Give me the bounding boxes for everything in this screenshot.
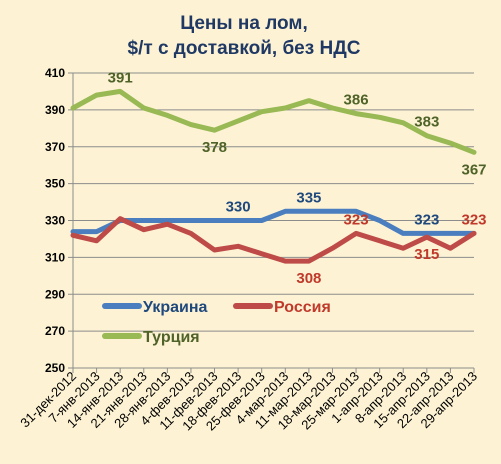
data-label: 308 xyxy=(296,270,321,287)
legend: Украина Россия Турция xyxy=(102,299,331,346)
y-tick-label: 370 xyxy=(45,140,65,154)
data-point xyxy=(143,229,145,231)
data-label: 386 xyxy=(344,92,369,109)
data-point xyxy=(426,232,428,234)
y-tick-label: 310 xyxy=(45,250,65,264)
data-point xyxy=(355,113,357,115)
data-point xyxy=(214,249,216,251)
series-line-0 xyxy=(70,208,477,236)
data-point xyxy=(284,107,286,109)
data-label: 378 xyxy=(202,139,227,156)
data-label: 330 xyxy=(226,199,251,216)
data-point xyxy=(72,107,74,109)
series-line-2 xyxy=(70,88,477,155)
data-point xyxy=(237,220,239,221)
data-point xyxy=(402,122,404,124)
data-point xyxy=(449,247,451,249)
data-point xyxy=(190,232,192,234)
data-point xyxy=(473,151,475,153)
data-point xyxy=(449,232,451,234)
data-point xyxy=(402,232,404,234)
data-point xyxy=(355,232,357,234)
data-point xyxy=(72,234,74,236)
data-label: 323 xyxy=(414,211,439,228)
chart-title-line-1: Цены на лом, xyxy=(180,13,308,34)
y-axis-ticks: 250 270 290 310 330 350 370 390 410 xyxy=(45,66,65,375)
legend-label: Россия xyxy=(274,299,331,316)
data-point xyxy=(166,220,168,221)
data-point xyxy=(96,240,98,242)
legend-label: Турция xyxy=(143,329,200,346)
chart-title-line-2: $/т с доставкой, без НДС xyxy=(128,38,361,59)
data-point xyxy=(119,90,121,92)
data-point xyxy=(308,210,310,212)
data-point xyxy=(190,124,192,126)
y-tick-label: 330 xyxy=(45,214,65,228)
data-label: 323 xyxy=(344,211,369,228)
data-point xyxy=(72,231,74,233)
data-point xyxy=(166,114,168,116)
y-tick-label: 410 xyxy=(45,66,65,80)
data-label: 335 xyxy=(296,189,321,206)
data-point xyxy=(143,220,145,221)
y-tick-label: 350 xyxy=(45,177,65,191)
data-point xyxy=(379,220,381,221)
data-label: 383 xyxy=(414,114,439,131)
data-point xyxy=(426,135,428,137)
data-point xyxy=(379,116,381,118)
data-point xyxy=(261,220,263,221)
y-tick-label: 390 xyxy=(45,103,65,117)
data-point xyxy=(284,260,286,262)
data-point xyxy=(355,210,357,212)
data-point xyxy=(331,210,333,212)
data-point xyxy=(449,142,451,144)
data-point xyxy=(379,240,381,242)
y-tick-label: 250 xyxy=(45,361,65,375)
data-point xyxy=(190,220,192,221)
axes xyxy=(68,72,475,373)
data-point xyxy=(331,107,333,109)
series-lines xyxy=(70,88,477,264)
data-point xyxy=(96,231,98,233)
data-point xyxy=(237,120,239,122)
data-point xyxy=(119,218,121,220)
legend-label: Украина xyxy=(143,299,208,316)
data-point xyxy=(402,247,404,249)
data-point xyxy=(308,100,310,102)
y-tick-label: 270 xyxy=(45,324,65,338)
y-tick-label: 290 xyxy=(45,287,65,301)
data-point xyxy=(237,245,239,247)
data-point xyxy=(214,220,216,221)
data-labels: 330 335 323 308 323 315 323 391 378 386 383 367 xyxy=(108,69,487,287)
data-point xyxy=(331,247,333,249)
data-point xyxy=(166,223,168,225)
data-point xyxy=(261,253,263,255)
data-point xyxy=(261,111,263,113)
data-label: 315 xyxy=(414,246,439,263)
data-point xyxy=(143,107,145,109)
x-axis-ticks: 31-дек-20127-янв-201314-янв-201321-янв-2… xyxy=(17,369,480,434)
data-point xyxy=(426,236,428,238)
data-point xyxy=(473,232,475,234)
data-label: 323 xyxy=(461,211,486,228)
data-point xyxy=(96,94,98,96)
data-label: 367 xyxy=(461,161,486,178)
data-label: 391 xyxy=(108,69,133,86)
data-point xyxy=(284,210,286,212)
data-point xyxy=(308,260,310,262)
series-line-1 xyxy=(70,216,477,264)
data-point xyxy=(214,129,216,131)
